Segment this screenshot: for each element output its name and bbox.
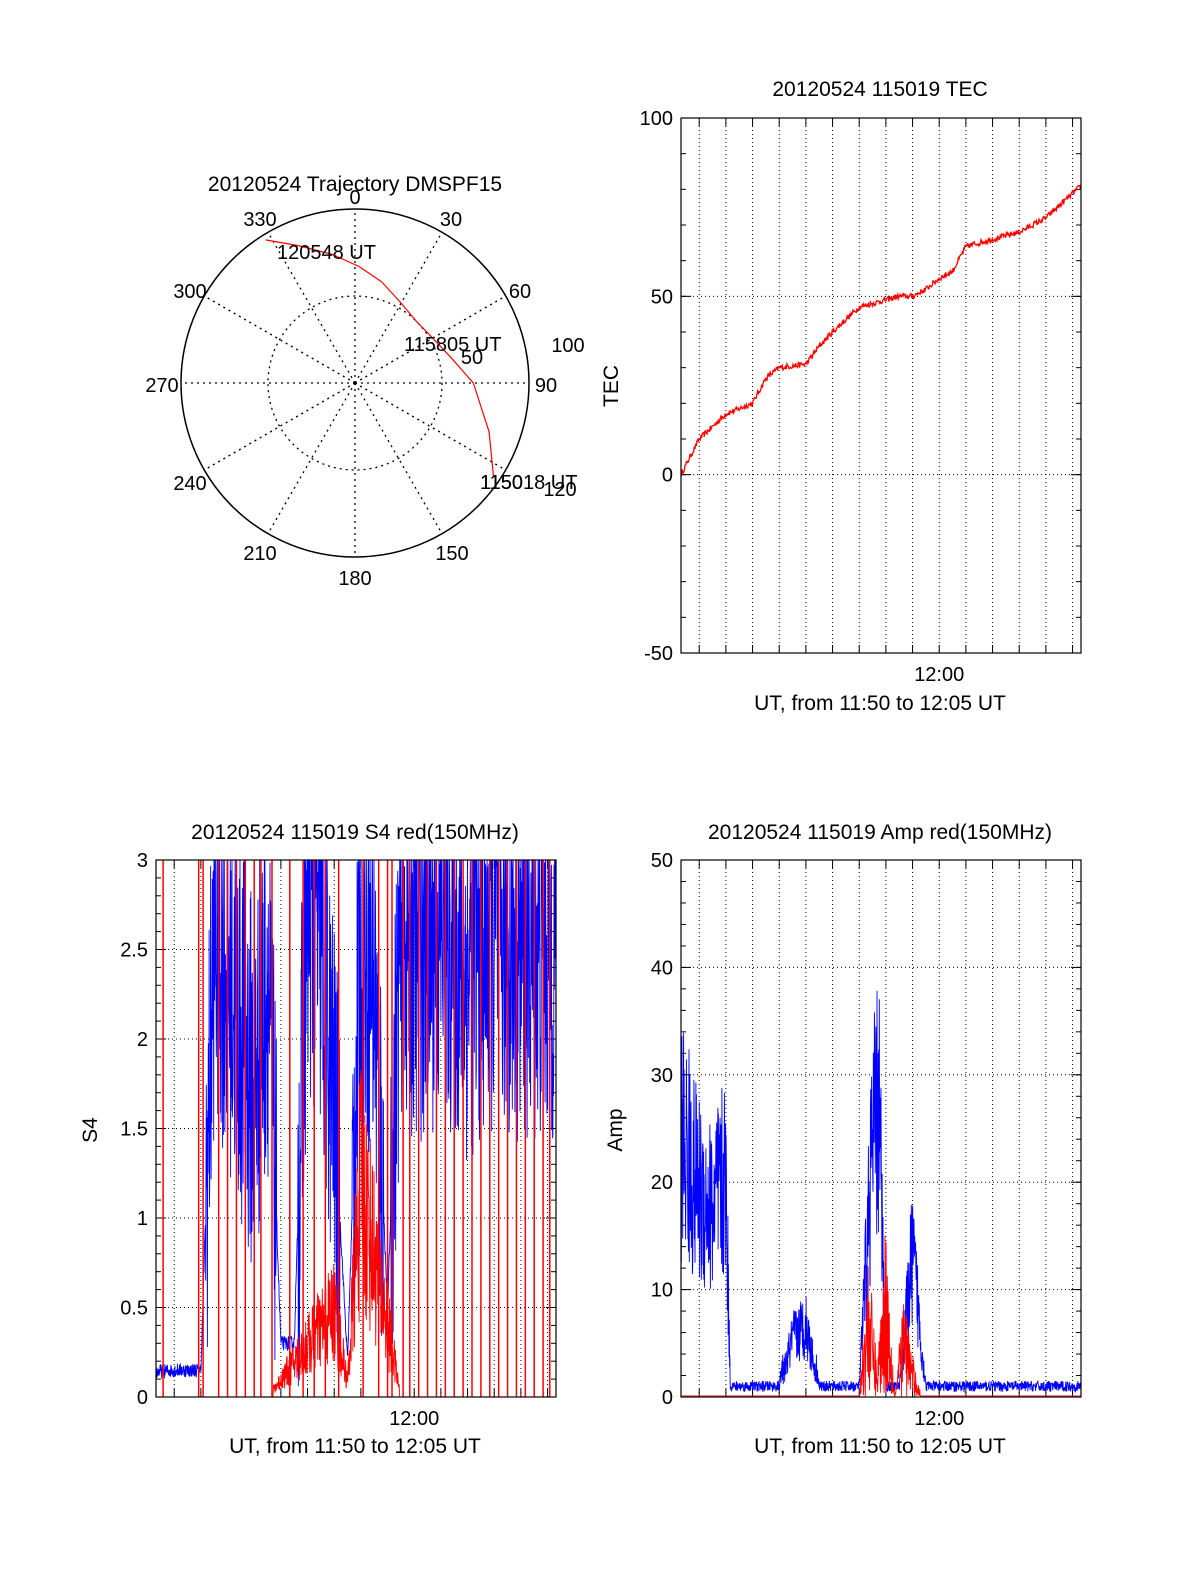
angle-label-240: 240	[173, 473, 206, 495]
tec-title: 20120524 115019 TEC	[772, 78, 987, 101]
tec-xtick: 12:00	[914, 664, 964, 686]
polar-spoke-300	[203, 295, 356, 384]
polar-outer-circle	[180, 208, 530, 558]
polar-ring-50	[267, 295, 443, 471]
tec-axes-frame	[680, 117, 1082, 654]
trajectory-line	[265, 239, 495, 477]
s4-ytick: 0.5	[120, 1298, 148, 1320]
radius-label-50: 50	[461, 347, 483, 369]
angle-label-90: 90	[535, 375, 557, 397]
angle-label-180: 180	[338, 568, 371, 590]
s4-series	[155, 858, 557, 1398]
amp-title: 20120524 115019 Amp red(150MHz)	[708, 821, 1052, 844]
amp-series-blue	[680, 990, 1082, 1394]
amp-ytick: 10	[651, 1280, 673, 1302]
polar-trajectory-chart: 20120524 Trajectory DMSPF15 0 30 60 90 1…	[145, 173, 584, 590]
amp-ytick: 40	[651, 957, 673, 979]
s4-ytick: 1.5	[120, 1119, 148, 1141]
amp-ytick: 0	[662, 1387, 673, 1409]
amp-xlabel: UT, from 11:50 to 12:05 UT	[754, 1435, 1006, 1458]
angle-label-330: 330	[243, 209, 276, 231]
s4-axes-frame	[155, 859, 557, 1398]
angle-label-30: 30	[440, 209, 462, 231]
polar-spoke-240	[203, 382, 356, 471]
angle-label-270: 270	[145, 375, 178, 397]
s4-xtick: 12:00	[389, 1408, 439, 1430]
angle-label-210: 210	[243, 543, 276, 565]
s4-ytick: 1	[137, 1208, 148, 1230]
polar-spoke-330	[267, 231, 356, 384]
amp-chart: 20120524 115019 Amp red(150MHz) 0 10 20 …	[604, 821, 1082, 1458]
tec-series-red	[680, 184, 1082, 478]
polar-spoke-60	[354, 295, 507, 384]
trajectory-annotations: 120548 UT 115805 UT 115018 UT 1150	[277, 242, 577, 494]
tec-chart: 20120524 115019 TEC -50 0 50 100 12:00 U…	[600, 78, 1082, 715]
tec-xlabel: UT, from 11:50 to 12:05 UT	[754, 692, 1006, 715]
tec-ytick: 100	[640, 108, 673, 130]
amp-ytick: 30	[651, 1065, 673, 1087]
polar-spoke-120	[354, 382, 507, 471]
tec-y-ticks: -50 0 50 100	[640, 108, 673, 665]
s4-ytick: 2.5	[120, 940, 148, 962]
angle-label-300: 300	[173, 281, 206, 303]
s4-ytick: 0	[137, 1387, 148, 1409]
angle-label-150: 150	[435, 543, 468, 565]
tec-ylabel: TEC	[600, 365, 623, 407]
amp-series	[680, 990, 1082, 1397]
amp-ytick: 50	[651, 850, 673, 872]
polar-spoke-30	[354, 231, 443, 384]
annotation-end-time: 120548 UT	[277, 242, 376, 264]
angle-label-0: 0	[349, 187, 360, 209]
radius-label-100: 100	[551, 335, 584, 357]
amp-axes-frame	[680, 859, 1082, 1398]
polar-title: 20120524 Trajectory DMSPF15	[208, 173, 502, 196]
amp-ytick: 20	[651, 1172, 673, 1194]
angle-label-120: 120	[543, 479, 576, 501]
s4-y-ticks: 0 0.5 1 1.5 2 2.5 3	[120, 850, 148, 1409]
tec-series	[680, 184, 1082, 478]
polar-angle-labels: 0 30 60 90 120 150 180 210 240 270 300 3…	[145, 187, 584, 590]
amp-ylabel: Amp	[604, 1108, 627, 1151]
annotation-mid-time: 115805 UT	[404, 334, 501, 356]
amp-y-ticks: 0 10 20 30 40 50	[651, 850, 673, 1409]
amp-series-red	[681, 1235, 1081, 1397]
polar-spoke-150	[354, 382, 443, 535]
annotation-start-time: 115018 UT	[480, 472, 577, 494]
s4-ytick: 2	[137, 1029, 148, 1051]
tec-ytick: -50	[644, 643, 673, 665]
s4-xlabel: UT, from 11:50 to 12:05 UT	[229, 1435, 481, 1458]
s4-title: 20120524 115019 S4 red(150MHz)	[191, 821, 519, 844]
s4-ytick: 3	[137, 850, 148, 872]
tec-ytick: 50	[651, 286, 673, 308]
s4-ylabel: S4	[79, 1117, 102, 1143]
polar-spoke-210	[267, 382, 356, 535]
s4-chart: 20120524 115019 S4 red(150MHz) 0 0.5 1 1…	[79, 821, 557, 1458]
polar-grid	[181, 209, 529, 557]
angle-label-60: 60	[509, 281, 531, 303]
amp-xtick: 12:00	[914, 1408, 964, 1430]
tec-ytick: 0	[662, 465, 673, 487]
annotation-start-time-overlap: 1150	[480, 472, 523, 494]
